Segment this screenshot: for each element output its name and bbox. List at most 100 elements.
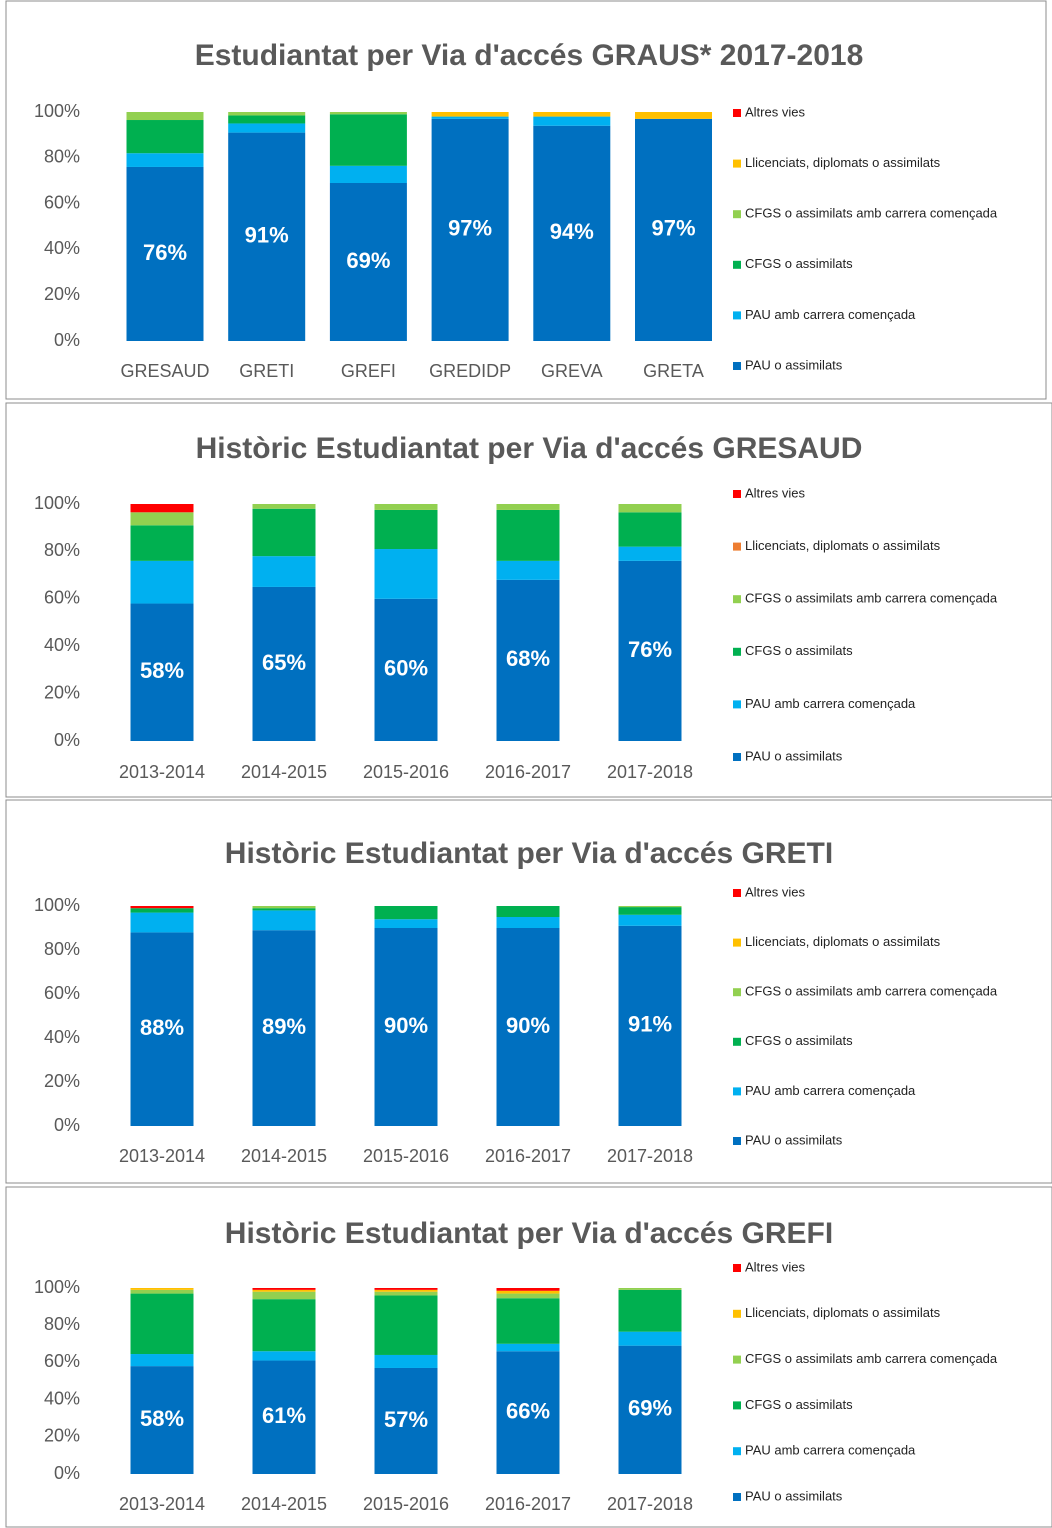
y-tick-label: 100% — [34, 1277, 80, 1297]
bar-segment — [496, 928, 560, 1126]
legend-label: CFGS o assimilats amb carrera començada — [745, 984, 998, 999]
bar-segment — [374, 1291, 438, 1296]
bar-segment — [329, 182, 407, 341]
bar-segment — [618, 925, 682, 1126]
legend-swatch — [733, 1309, 741, 1318]
bar-segment — [496, 1290, 560, 1294]
data-label: 90% — [506, 1013, 550, 1038]
data-label: 69% — [346, 248, 390, 273]
y-tick-label: 80% — [44, 540, 80, 560]
bar-segment — [130, 1366, 194, 1474]
bar-segment — [228, 132, 306, 341]
bar-segment — [618, 907, 682, 915]
data-label: 66% — [506, 1398, 550, 1423]
x-tick-label: 2015-2016 — [363, 762, 449, 782]
bar-segment — [533, 112, 611, 117]
legend-label: CFGS o assimilats amb carrera començada — [745, 591, 998, 606]
bar-segment — [618, 1345, 682, 1474]
y-tick-label: 20% — [44, 1071, 80, 1091]
bar-segment — [496, 917, 560, 928]
bar-segment — [431, 116, 509, 119]
bar-segment — [431, 118, 509, 342]
y-tick-label: 40% — [44, 1027, 80, 1047]
bar-segment — [329, 165, 407, 183]
x-tick-label: 2014-2015 — [241, 762, 327, 782]
x-tick-label: 2014-2015 — [241, 1146, 327, 1166]
y-tick-label: 80% — [44, 147, 80, 167]
x-tick-label: GREFI — [341, 361, 396, 381]
bar-segment — [130, 1354, 194, 1367]
x-tick-label: 2013-2014 — [119, 762, 205, 782]
legend-label: PAU o assimilats — [745, 1488, 843, 1503]
x-tick-label: 2017-2018 — [607, 762, 693, 782]
bar-segment — [252, 586, 316, 741]
bar-segment — [618, 504, 682, 513]
chart-title: Estudiantat per Via d'accés GRAUS* 2017-… — [195, 39, 864, 72]
legend-swatch — [733, 159, 741, 168]
x-tick-label: GRETA — [643, 361, 704, 381]
bar-segment — [374, 504, 438, 510]
y-tick-label: 60% — [44, 983, 80, 1003]
data-label: 58% — [140, 1406, 184, 1431]
legend-label: PAU o assimilats — [745, 357, 843, 372]
chart-title: Històric Estudiantat per Via d'accés GRE… — [196, 432, 863, 465]
legend-swatch — [733, 210, 741, 219]
bar-segment — [496, 579, 560, 741]
legend-swatch — [733, 311, 741, 320]
bar-segment — [496, 560, 560, 580]
legend-swatch — [733, 700, 741, 709]
bar-segment — [252, 1288, 316, 1290]
legend-label: Altres vies — [745, 104, 805, 119]
data-label: 91% — [628, 1012, 672, 1037]
bar-segment — [252, 906, 316, 909]
bar-segment — [618, 560, 682, 741]
bar-segment — [130, 906, 194, 909]
bar-segment — [130, 560, 194, 604]
legend-swatch — [733, 260, 741, 269]
bar-segment — [496, 1288, 560, 1291]
legend-swatch — [733, 1447, 741, 1456]
bar-segment — [635, 118, 712, 342]
bar-segment — [252, 910, 316, 931]
legend-label: PAU amb carrera començada — [745, 307, 916, 322]
bar-segment — [252, 508, 316, 557]
x-tick-label: GREVA — [541, 361, 603, 381]
y-tick-label: 0% — [54, 730, 80, 750]
legend-label: Llicenciats, diplomats o assimilats — [745, 538, 941, 553]
data-label: 68% — [506, 646, 550, 671]
legend-swatch — [733, 889, 741, 897]
x-tick-label: 2016-2017 — [485, 1146, 571, 1166]
legend-label: Llicenciats, diplomats o assimilats — [745, 155, 941, 170]
bar-segment — [618, 546, 682, 561]
bar-segment — [228, 112, 306, 116]
bar-segment — [374, 509, 438, 550]
legend-label: CFGS o assimilats — [745, 256, 853, 271]
bar-segment — [618, 1289, 682, 1332]
x-tick-label: 2014-2015 — [241, 1494, 327, 1514]
bar-segment — [130, 912, 194, 933]
legend-swatch — [733, 1137, 741, 1145]
bar-segment — [130, 1288, 194, 1290]
bar-segment — [496, 504, 560, 510]
data-label: 60% — [384, 656, 428, 681]
legend-label: CFGS o assimilats — [745, 1033, 853, 1048]
bar-segment — [126, 166, 204, 341]
bar-segment — [496, 1343, 560, 1352]
bar-segment — [374, 598, 438, 741]
bar-segment — [618, 914, 682, 926]
legend-swatch — [733, 109, 741, 117]
legend-swatch — [733, 1401, 741, 1410]
data-label: 58% — [140, 658, 184, 683]
legend-swatch — [733, 938, 741, 947]
x-tick-label: 2013-2014 — [119, 1494, 205, 1514]
legend-swatch — [733, 595, 741, 604]
data-label: 90% — [384, 1013, 428, 1038]
y-tick-label: 40% — [44, 238, 80, 258]
bar-segment — [329, 114, 407, 166]
bar-segment — [374, 919, 438, 928]
legend-swatch — [733, 362, 741, 370]
bar-segment — [374, 906, 438, 920]
legend-label: CFGS o assimilats amb carrera començada — [745, 206, 998, 221]
y-tick-label: 80% — [44, 939, 80, 959]
